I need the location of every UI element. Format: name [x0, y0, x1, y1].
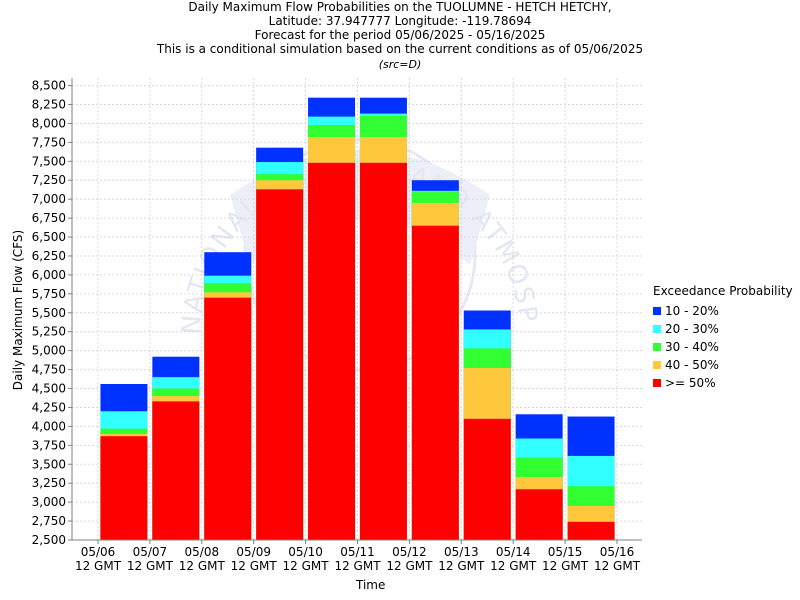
x-tick-label-time: 12 GMT	[438, 559, 485, 573]
bar-segment	[100, 436, 148, 540]
y-tick-label: 5,500	[32, 306, 66, 320]
legend-swatch	[653, 361, 661, 369]
bar-segment	[308, 162, 356, 540]
bars	[100, 97, 615, 541]
bar-segment	[204, 297, 252, 540]
y-tick-label: 6,000	[32, 268, 66, 282]
y-tick-label: 7,750	[32, 135, 66, 149]
chart-subtitle-location: Latitude: 37.947777 Longitude: -119.7869…	[268, 14, 532, 28]
x-tick-label-date: 05/15	[548, 545, 583, 559]
x-tick-label-time: 12 GMT	[334, 559, 381, 573]
y-tick-label: 6,500	[32, 230, 66, 244]
chart-subtitle-conditions: This is a conditional simulation based o…	[156, 42, 644, 56]
x-tick-label-date: 05/13	[444, 545, 479, 559]
legend: Exceedance Probability 10 - 20% 20 - 30%…	[653, 284, 793, 392]
legend-label: >= 50%	[665, 376, 716, 390]
bar-segment	[411, 225, 459, 540]
y-tick-label: 6,750	[32, 211, 66, 225]
y-axis-label: Daily Maximum Flow (CFS)	[11, 229, 25, 391]
y-tick-label: 7,250	[32, 173, 66, 187]
y-tick-label: 8,000	[32, 116, 66, 130]
x-axis-label: Time	[356, 578, 386, 592]
legend-swatch	[653, 379, 661, 387]
y-tick-label: 7,500	[32, 154, 66, 168]
y-tick-label: 5,250	[32, 325, 66, 339]
bar-segment	[515, 489, 563, 540]
y-tick-label: 3,500	[32, 457, 66, 471]
x-tick-label-date: 05/08	[185, 545, 220, 559]
axes: 2,500 2,750 3,000 3,250 3,500 3,750 4,000 4,250…	[32, 78, 642, 573]
y-tick-label: 2,500	[32, 533, 66, 547]
legend-item-ge50: >= 50%	[653, 374, 793, 392]
bar-segment	[359, 162, 407, 540]
y-tick-label: 4,500	[32, 382, 66, 396]
x-tick-label-date: 05/10	[288, 545, 323, 559]
x-tick-label-time: 12 GMT	[283, 559, 330, 573]
x-tick-label-time: 12 GMT	[75, 559, 122, 573]
y-tick-label: 2,750	[32, 514, 66, 528]
legend-item-10-20: 10 - 20%	[653, 302, 793, 320]
x-tick-label-time: 12 GMT	[127, 559, 174, 573]
x-tick-label-date: 05/06	[81, 545, 116, 559]
y-tick-label: 8,250	[32, 98, 66, 112]
x-tick-label-time: 12 GMT	[490, 559, 537, 573]
y-tick-label: 5,750	[32, 287, 66, 301]
legend-item-40-50: 40 - 50%	[653, 356, 793, 374]
x-tick-label-time: 12 GMT	[231, 559, 278, 573]
chart-subtitle-period: Forecast for the period 05/06/2025 - 05/…	[254, 28, 546, 42]
legend-swatch	[653, 343, 661, 351]
legend-label: 20 - 30%	[665, 322, 719, 336]
y-tick-label: 8,500	[32, 79, 66, 93]
y-tick-label: 5,000	[32, 344, 66, 358]
legend-label: 10 - 20%	[665, 304, 719, 318]
y-tick-label: 3,250	[32, 476, 66, 490]
legend-item-20-30: 20 - 30%	[653, 320, 793, 338]
y-tick-label: 3,750	[32, 438, 66, 452]
chart-title: Daily Maximum Flow Probabilities on the …	[188, 0, 612, 14]
y-tick-label: 4,250	[32, 400, 66, 414]
x-tick-label-date: 05/07	[133, 545, 168, 559]
x-tick-label-time: 12 GMT	[542, 559, 589, 573]
x-tick-label-time: 12 GMT	[179, 559, 226, 573]
y-tick-label: 7,000	[32, 192, 66, 206]
legend-item-30-40: 30 - 40%	[653, 338, 793, 356]
legend-swatch	[653, 325, 661, 333]
y-tick-label: 6,250	[32, 249, 66, 263]
x-tick-label-time: 12 GMT	[386, 559, 433, 573]
legend-label: 30 - 40%	[665, 340, 719, 354]
x-tick-label-date: 05/14	[496, 545, 531, 559]
x-tick-label-date: 05/12	[392, 545, 427, 559]
y-tick-label: 3,000	[32, 495, 66, 509]
legend-label: 40 - 50%	[665, 358, 719, 372]
y-tick-label: 4,000	[32, 419, 66, 433]
chart-subtitle-source: (src=D)	[378, 58, 422, 71]
x-tick-label-time: 12 GMT	[594, 559, 641, 573]
x-tick-label-date: 05/16	[600, 545, 635, 559]
y-tick-label: 4,750	[32, 363, 66, 377]
bar-segment	[463, 418, 511, 540]
x-tick-label-date: 05/11	[340, 545, 375, 559]
bar-segment	[567, 521, 615, 540]
bar-segment	[256, 189, 304, 541]
bar-segment	[152, 401, 200, 540]
x-tick-label-date: 05/09	[236, 545, 271, 559]
legend-title: Exceedance Probability	[653, 284, 793, 298]
legend-swatch	[653, 307, 661, 315]
